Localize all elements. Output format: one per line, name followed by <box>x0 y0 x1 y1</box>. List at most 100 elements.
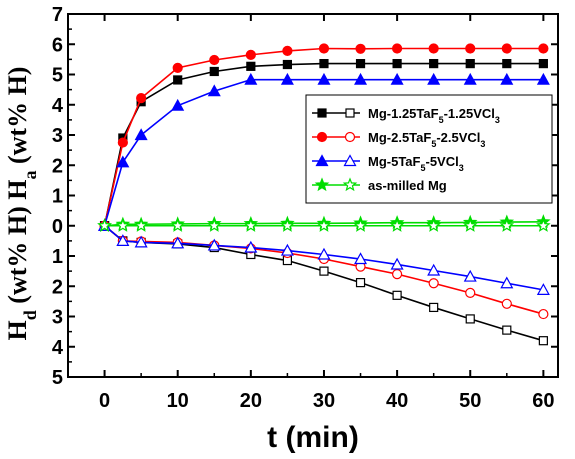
desorption-point <box>280 243 294 256</box>
desorption-point <box>463 269 477 282</box>
desorption-point <box>465 287 476 299</box>
desorption-point <box>134 235 148 248</box>
desorption-point <box>426 218 441 232</box>
legend-marker-filled <box>317 108 327 118</box>
absorption-point <box>173 75 183 85</box>
absorption-point <box>317 72 331 85</box>
desorption-point <box>392 290 402 300</box>
absorption-point <box>136 92 147 104</box>
legend-marker-open <box>344 131 356 143</box>
desorption-point <box>465 314 475 324</box>
absorption-point <box>538 59 548 69</box>
desorption-point <box>317 247 331 260</box>
legend-label: as-milled Mg <box>368 178 447 193</box>
x-tick-label: 0 <box>99 390 110 412</box>
desorption-point <box>427 263 441 276</box>
desorption-point <box>244 240 258 253</box>
absorption-point <box>390 72 404 85</box>
absorption-point <box>465 59 475 69</box>
x-tick-label: 60 <box>532 390 554 412</box>
y-tick-label: 7 <box>52 4 63 26</box>
y-axis-title-top-unit: (wt% H) <box>3 67 32 171</box>
absorption-point <box>245 49 256 60</box>
desorption-point <box>390 257 404 270</box>
absorption-point <box>244 72 258 85</box>
series-2 <box>99 43 549 320</box>
absorption-point <box>207 84 221 97</box>
absorption-point <box>429 59 439 69</box>
y-tick-label: 5 <box>52 65 63 87</box>
desorption-point <box>538 336 548 346</box>
legend-label: Mg-2.5TaF5-2.5VCl3 <box>368 130 485 149</box>
absorption-point <box>355 59 366 69</box>
absorption-point <box>319 59 329 69</box>
y-tick-label: 3 <box>52 125 63 147</box>
legend-label: Mg-1.25TaF5-1.25VCl3 <box>368 106 500 125</box>
absorption-point <box>116 155 130 168</box>
y-tick-label: 0 <box>52 216 63 238</box>
absorption-point <box>392 59 402 69</box>
y-axis-title-top: H <box>3 180 32 200</box>
legend-marker-open <box>342 177 358 192</box>
absorption-point <box>538 43 549 54</box>
desorption-point <box>392 269 403 280</box>
legend-item: Mg-5TaF5-5VCl3 <box>312 154 464 173</box>
absorption-point <box>428 43 439 54</box>
absorption-point <box>502 59 512 69</box>
y-tick-label: 3 <box>52 307 63 329</box>
absorption-point <box>500 72 514 85</box>
desorption-point <box>243 218 259 232</box>
absorption-point <box>318 43 330 54</box>
desorption-point <box>280 218 295 232</box>
legend-marker-filled <box>315 154 329 167</box>
x-axis-title: t (min) <box>267 421 359 454</box>
absorption-point <box>134 128 148 141</box>
desorption-point <box>171 236 185 249</box>
y-axis-title-bottom: H <box>3 320 32 340</box>
absorption-point <box>465 43 476 54</box>
desorption-point <box>389 218 405 232</box>
desorption-point <box>207 238 221 251</box>
y-tick-label: 2 <box>52 155 63 177</box>
legend-marker-open <box>343 154 357 167</box>
y-tick-label: 5 <box>52 367 63 389</box>
desorption-point <box>536 218 551 232</box>
y-tick-label: 2 <box>52 276 63 298</box>
absorption-point <box>355 43 366 54</box>
desorption-point <box>500 276 514 289</box>
y-tick-labels: 7 6 5 4 3 2 1 0 1 2 3 4 5 <box>52 4 64 389</box>
desorption-point <box>97 218 112 232</box>
desorption-point <box>316 218 332 232</box>
absorption-line <box>103 78 544 226</box>
legend-item: Mg-2.5TaF5-2.5VCl3 <box>312 130 485 149</box>
desorption-point <box>536 283 550 295</box>
desorption-point <box>319 266 329 276</box>
absorption-line <box>103 62 544 226</box>
legend-marker-filled <box>314 177 330 192</box>
legend-item: Mg-1.25TaF5-1.25VCl3 <box>312 106 500 125</box>
legend: Mg-1.25TaF5-1.25VCl3 Mg-2.5TaF5-2.5VCl3 Mg… <box>305 94 553 204</box>
desorption-point <box>206 218 222 232</box>
series-layer <box>97 43 551 346</box>
legend-marker-filled <box>316 131 328 143</box>
desorption-point <box>353 218 368 232</box>
absorption-point <box>354 72 368 85</box>
desorption-point <box>428 278 439 289</box>
y-tick-label: 4 <box>52 337 64 359</box>
legend-label: Mg-5TaF5-5VCl3 <box>368 154 464 173</box>
x-tick-label: 20 <box>240 390 262 412</box>
y-tick-label: 4 <box>52 95 64 117</box>
desorption-point <box>116 234 130 246</box>
x-tick-label: 50 <box>459 390 481 412</box>
absorption-point <box>172 62 183 73</box>
y-tick-label: 6 <box>52 34 63 56</box>
y-axis-title-top-sub: a <box>20 171 40 180</box>
x-tick-labels: 0 10 20 30 40 50 60 <box>99 390 554 412</box>
legend-marker-open <box>345 108 355 118</box>
absorption-point <box>171 98 185 111</box>
desorption-point <box>462 218 478 232</box>
absorption-line <box>103 47 544 226</box>
desorption-line <box>104 225 544 315</box>
desorption-point <box>115 218 131 232</box>
